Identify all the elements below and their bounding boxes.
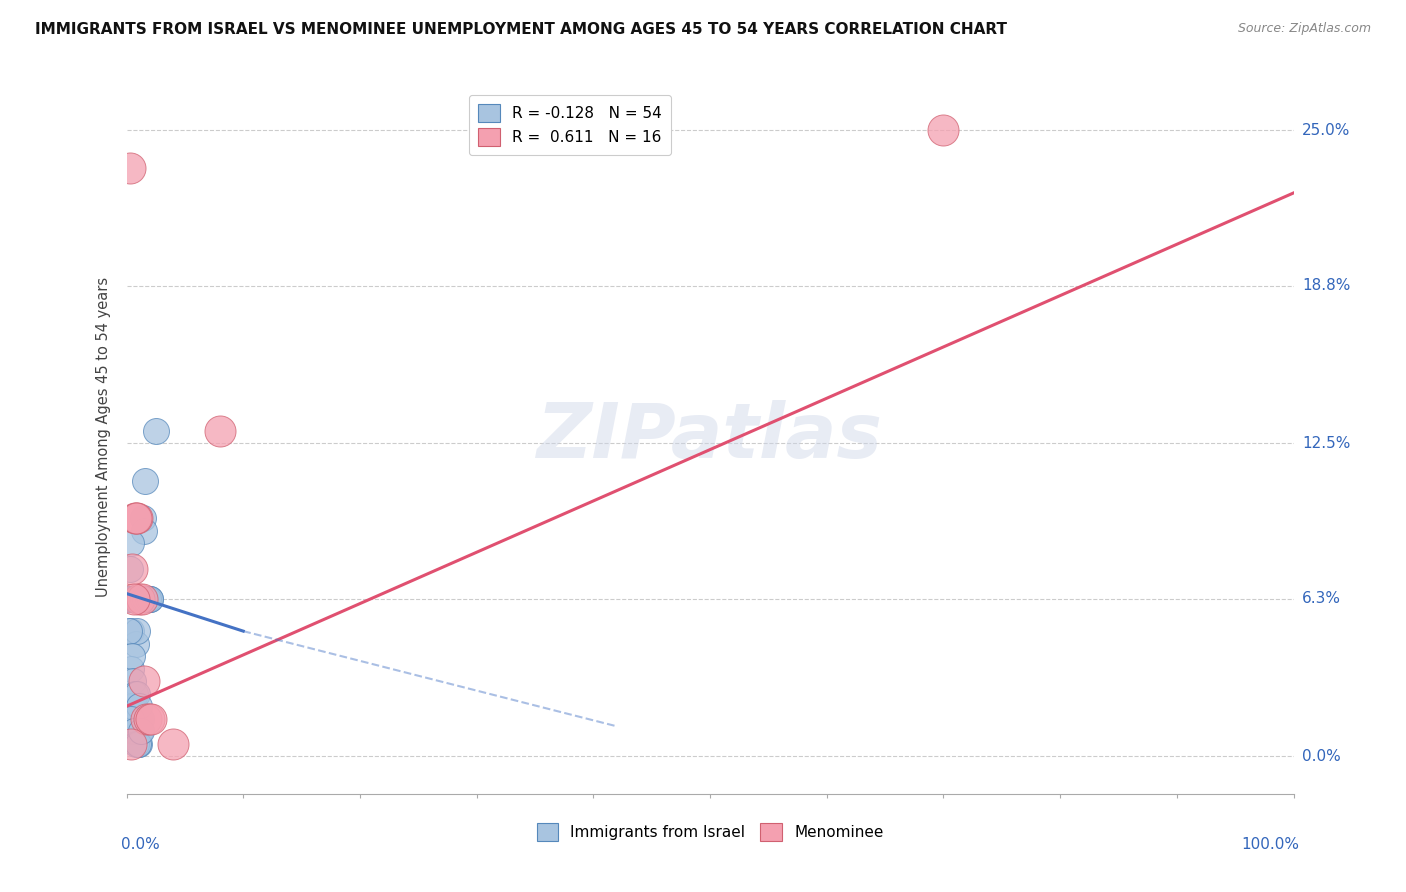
Point	[118, 591, 141, 606]
Point	[134, 474, 156, 488]
Point	[135, 591, 157, 606]
Point	[127, 737, 149, 751]
Point	[129, 724, 152, 739]
Point	[120, 536, 142, 550]
Point	[139, 591, 162, 606]
Point	[131, 591, 153, 606]
Point	[132, 511, 155, 525]
Point	[120, 712, 142, 726]
Point	[125, 624, 148, 639]
Point	[118, 591, 141, 606]
Point	[125, 591, 148, 606]
Point	[129, 591, 152, 606]
Point	[120, 662, 142, 676]
Text: ZIPatlas: ZIPatlas	[537, 401, 883, 474]
Point	[132, 591, 155, 606]
Point	[121, 561, 143, 575]
Point	[122, 591, 145, 606]
Point	[129, 712, 152, 726]
Point	[138, 591, 160, 606]
Point	[131, 591, 153, 606]
Point	[122, 591, 145, 606]
Point	[124, 687, 146, 701]
Text: Source: ZipAtlas.com: Source: ZipAtlas.com	[1237, 22, 1371, 36]
Point	[162, 737, 184, 751]
Point	[138, 712, 160, 726]
Point	[134, 591, 156, 606]
Point	[145, 424, 167, 438]
Text: 18.8%: 18.8%	[1302, 278, 1350, 293]
Point	[124, 591, 146, 606]
Point	[121, 649, 143, 664]
Point	[128, 591, 150, 606]
Point	[122, 724, 145, 739]
Point	[124, 511, 146, 525]
Point	[118, 712, 141, 726]
Point	[139, 591, 162, 606]
Point	[125, 637, 148, 651]
Point	[125, 687, 148, 701]
Point	[125, 511, 148, 525]
Point	[121, 591, 143, 606]
Text: 12.5%: 12.5%	[1302, 436, 1350, 450]
Point	[132, 674, 155, 689]
Text: 0.0%: 0.0%	[121, 837, 159, 852]
Point	[129, 724, 152, 739]
Point	[121, 699, 143, 714]
Point	[120, 624, 142, 639]
Point	[128, 737, 150, 751]
Text: 100.0%: 100.0%	[1241, 837, 1299, 852]
Point	[139, 712, 162, 726]
Legend: Immigrants from Israel, Menominee: Immigrants from Israel, Menominee	[530, 817, 890, 847]
Point	[122, 591, 145, 606]
Point	[125, 511, 148, 525]
Point	[127, 591, 149, 606]
Point	[118, 624, 141, 639]
Point	[121, 591, 143, 606]
Text: 25.0%: 25.0%	[1302, 123, 1350, 138]
Text: IMMIGRANTS FROM ISRAEL VS MENOMINEE UNEMPLOYMENT AMONG AGES 45 TO 54 YEARS CORRE: IMMIGRANTS FROM ISRAEL VS MENOMINEE UNEM…	[35, 22, 1007, 37]
Point	[125, 591, 148, 606]
Point	[136, 591, 159, 606]
Point	[122, 674, 145, 689]
Point	[118, 161, 141, 175]
Point	[128, 591, 150, 606]
Point	[118, 561, 141, 575]
Point	[124, 712, 146, 726]
Point	[118, 591, 141, 606]
Point	[208, 424, 231, 438]
Point	[125, 737, 148, 751]
Point	[128, 699, 150, 714]
Point	[120, 737, 142, 751]
Point	[122, 699, 145, 714]
Point	[135, 712, 157, 726]
Point	[125, 724, 148, 739]
Text: 0.0%: 0.0%	[1302, 748, 1340, 764]
Y-axis label: Unemployment Among Ages 45 to 54 years: Unemployment Among Ages 45 to 54 years	[96, 277, 111, 597]
Point	[136, 591, 159, 606]
Point	[127, 591, 149, 606]
Point	[932, 123, 955, 137]
Text: 6.3%: 6.3%	[1302, 591, 1341, 606]
Point	[132, 524, 155, 538]
Point	[124, 591, 146, 606]
Point	[127, 737, 149, 751]
